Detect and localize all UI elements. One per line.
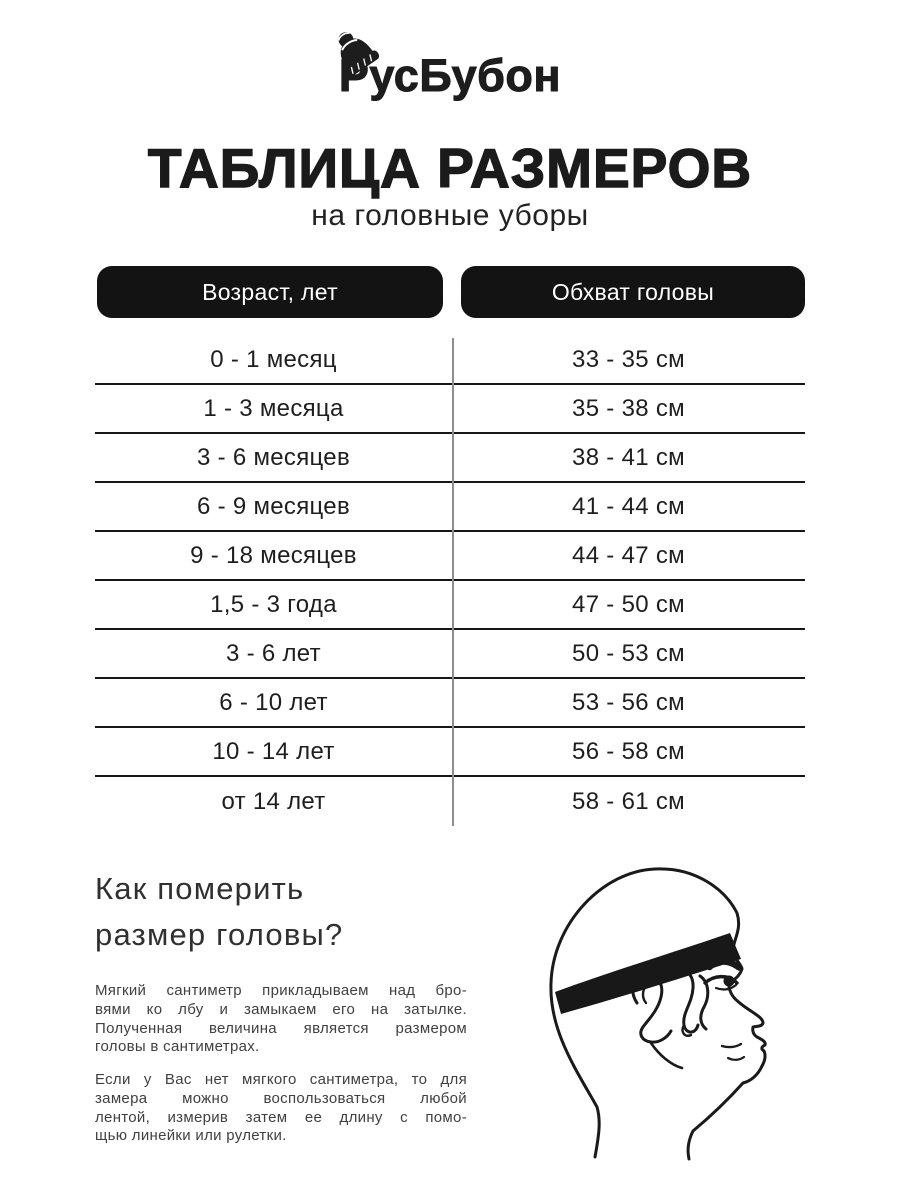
how-to-heading: Как померить размер головы? [95, 866, 343, 958]
table-row: от 14 лет 58 - 61 см [95, 777, 805, 826]
table-row: 10 - 14 лет 56 - 58 см [95, 728, 805, 777]
size-cell: 38 - 41 см [572, 443, 685, 471]
table-row: 1 - 3 месяца 35 - 38 см [95, 385, 805, 434]
size-cell: 50 - 53 см [572, 639, 685, 667]
text-line: Если у Вас нет мягкого сантиметра, то дл… [95, 1071, 467, 1088]
size-cell: 33 - 35 см [572, 345, 685, 373]
age-cell: 3 - 6 лет [226, 639, 321, 667]
age-cell: от 14 лет [221, 787, 326, 815]
table-row: 6 - 9 месяцев 41 - 44 см [95, 483, 805, 532]
age-cell: 10 - 14 лет [212, 737, 335, 765]
text-line: замера можно воспользоваться любой [95, 1089, 467, 1107]
text-line: лентой, измерив затем ее длину с помо- [95, 1108, 467, 1126]
page-subtitle: на головные уборы [311, 199, 589, 232]
age-cell: 0 - 1 месяц [210, 345, 337, 373]
size-cell: 35 - 38 см [572, 394, 685, 422]
age-cell: 6 - 9 месяцев [196, 492, 350, 520]
text-line: щью линейки или рулетки. [95, 1127, 287, 1145]
table-row: 9 - 18 месяцев 44 - 47 см [95, 532, 805, 581]
column-divider [452, 338, 454, 826]
size-cell: 56 - 58 см [572, 737, 685, 765]
size-cell: 53 - 56 см [572, 688, 685, 716]
beanie-hat-icon [337, 32, 380, 77]
age-cell: 1 - 3 месяца [203, 394, 344, 422]
text-line: вями ко лбу и замыкаем его на затылке. [95, 1000, 467, 1018]
table-row: 3 - 6 лет 50 - 53 см [95, 630, 805, 679]
how-to-paragraph-2: Если у Вас нет мягкого сантиметра, то дл… [95, 1071, 467, 1146]
age-cell: 6 - 10 лет [219, 688, 328, 716]
size-cell: 44 - 47 см [572, 541, 685, 569]
brand-logo: РусБубон [0, 32, 900, 102]
column-header-circumference: Обхват головы [461, 266, 805, 318]
head-profile-illustration [549, 867, 767, 1161]
age-cell: 3 - 6 месяцев [196, 443, 350, 471]
brand-logo-inner: РусБубон [337, 32, 561, 102]
text-line: Мягкий сантиметр прикладываем над бро- [95, 982, 467, 999]
age-cell: 9 - 18 месяцев [190, 541, 357, 569]
table-row: 3 - 6 месяцев 38 - 41 см [95, 434, 805, 483]
page-title: ТАБЛИЦА РАЗМЕРОВ [147, 136, 753, 199]
text-line: головы в сантиметрах. [95, 1038, 260, 1056]
table-row: 6 - 10 лет 53 - 56 см [95, 679, 805, 728]
size-cell: 58 - 61 см [572, 787, 685, 815]
how-to-paragraph-1: Мягкий сантиметр прикладываем над бро- в… [95, 982, 467, 1057]
column-header-age: Возраст, лет [97, 266, 443, 318]
size-cell: 41 - 44 см [572, 492, 685, 520]
heading-line: Как померить [95, 871, 305, 906]
table-row: 0 - 1 месяц 33 - 35 см [95, 336, 805, 385]
table-row: 1,5 - 3 года 47 - 50 см [95, 581, 805, 630]
size-cell: 47 - 50 см [572, 590, 685, 618]
size-table: 0 - 1 месяц 33 - 35 см 1 - 3 месяца 35 -… [95, 336, 805, 826]
heading-line: размер головы? [95, 917, 344, 952]
age-cell: 1,5 - 3 года [210, 590, 337, 618]
text-line: Полученная величина является размером [95, 1019, 467, 1037]
